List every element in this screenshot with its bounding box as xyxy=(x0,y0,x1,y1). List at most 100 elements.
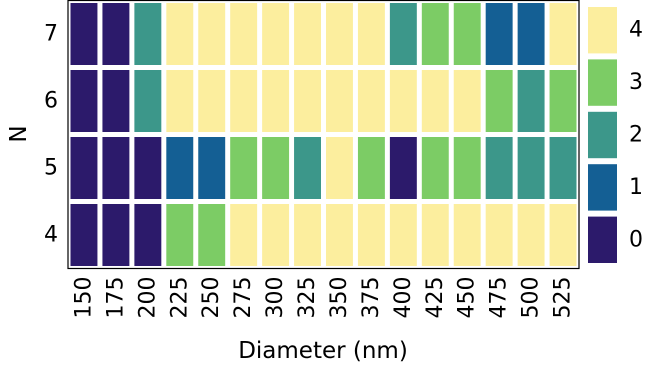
x-tick-label: 425 xyxy=(423,277,448,319)
heatmap-cell xyxy=(389,3,417,65)
heatmap-cell xyxy=(326,70,353,132)
x-tick-label: 200 xyxy=(135,277,160,319)
heatmap-cell xyxy=(549,204,577,266)
heatmap-cell xyxy=(134,137,162,199)
y-axis-label: N xyxy=(6,125,32,142)
heatmap-cell xyxy=(294,3,321,65)
heatmap-cell xyxy=(262,3,290,65)
heatmap-cell xyxy=(262,204,290,266)
heatmap-cell xyxy=(549,137,577,199)
heatmap-cell xyxy=(166,70,194,132)
heatmap-cell xyxy=(198,3,226,65)
x-tick-label: 300 xyxy=(263,277,288,319)
heatmap-cell xyxy=(357,204,385,266)
x-tick-label: 150 xyxy=(71,277,96,319)
colorbar-swatch xyxy=(588,164,617,211)
x-tick-label: 175 xyxy=(103,277,128,319)
colorbar-swatch xyxy=(588,216,617,263)
colorbar-swatch xyxy=(588,111,617,159)
heatmap-cell xyxy=(230,70,258,132)
plot-frame xyxy=(67,0,580,270)
colorbar-label: 2 xyxy=(629,123,643,148)
heatmap-cell xyxy=(485,70,513,132)
heatmap-cell xyxy=(357,70,385,132)
heatmap-cell xyxy=(166,137,194,199)
heatmap-cell xyxy=(166,204,194,266)
x-tick-label: 225 xyxy=(167,277,192,319)
x-tick-label: 325 xyxy=(295,277,320,319)
x-tick-label: 400 xyxy=(391,277,416,319)
x-tick-label: 500 xyxy=(519,277,544,319)
heatmap-cell xyxy=(230,137,258,199)
x-tick-label: 450 xyxy=(455,277,480,319)
heatmap-cell xyxy=(421,137,449,199)
heatmap-cell xyxy=(517,204,545,266)
colorbar-label: 3 xyxy=(629,70,643,95)
heatmap-cell xyxy=(485,204,513,266)
x-tick-label: 350 xyxy=(327,277,352,319)
colorbar-label: 4 xyxy=(629,18,643,43)
heatmap-cell xyxy=(198,137,226,199)
heatmap-cell xyxy=(421,3,449,65)
heatmap-cell xyxy=(421,204,449,266)
heatmap-cell xyxy=(102,70,130,132)
colorbar-legend: 0 1 2 3 4 xyxy=(588,7,643,263)
heatmap-cells xyxy=(70,3,577,266)
colorbar-label: 0 xyxy=(629,227,643,252)
y-tick-label: 4 xyxy=(44,223,58,248)
colorbar-label: 1 xyxy=(629,175,643,200)
heatmap-cell xyxy=(294,204,321,266)
heatmap-cell xyxy=(549,70,577,132)
x-axis-label: Diameter (nm) xyxy=(238,338,408,364)
heatmap-cell xyxy=(70,70,98,132)
heatmap-cell xyxy=(230,3,258,65)
heatmap-cell xyxy=(453,137,481,199)
heatmap-cell xyxy=(134,70,162,132)
heatmap-cell xyxy=(326,3,353,65)
heatmap-cell xyxy=(134,3,162,65)
x-tick-label: 475 xyxy=(487,277,512,319)
heatmap-cell xyxy=(357,137,385,199)
heatmap-cell xyxy=(326,204,353,266)
y-tick-label: 6 xyxy=(44,89,58,114)
x-tick-labels: 150 175 200 225 250 275 300 325 350 375 400 425 450 4… xyxy=(71,277,575,319)
y-tick-labels: 4 5 6 7 xyxy=(44,22,58,248)
heatmap-cell xyxy=(102,204,130,266)
y-tick-label: 7 xyxy=(44,22,58,47)
heatmap-cell xyxy=(198,204,226,266)
y-tick-label: 5 xyxy=(44,156,58,181)
heatmap-cell xyxy=(485,137,513,199)
x-tick-label: 250 xyxy=(199,277,224,319)
heatmap-cell xyxy=(294,137,321,199)
heatmap-cell xyxy=(421,70,449,132)
x-tick-label: 275 xyxy=(231,277,256,319)
x-tick-label: 375 xyxy=(359,277,384,319)
heatmap-cell xyxy=(70,137,98,199)
colorbar-swatch xyxy=(588,7,617,54)
heatmap-cell xyxy=(294,70,321,132)
heatmap-cell xyxy=(517,3,545,65)
heatmap-cell xyxy=(517,70,545,132)
heatmap-cell xyxy=(389,204,417,266)
heatmap-cell xyxy=(134,204,162,266)
heatmap-cell xyxy=(262,137,290,199)
heatmap-cell xyxy=(102,137,130,199)
heatmap-cell xyxy=(453,3,481,65)
heatmap-cell xyxy=(389,137,417,199)
x-tick-label: 525 xyxy=(551,277,576,319)
heatmap-cell xyxy=(198,70,226,132)
heatmap-cell xyxy=(166,3,194,65)
heatmap-cell xyxy=(70,204,98,266)
heatmap-cell xyxy=(389,70,417,132)
heatmap-cell xyxy=(453,70,481,132)
heatmap-cell xyxy=(453,204,481,266)
heatmap-cell xyxy=(230,204,258,266)
colorbar-swatch xyxy=(588,59,617,106)
heatmap-cell xyxy=(70,3,98,65)
heatmap-cell xyxy=(549,3,577,65)
heatmap-cell xyxy=(357,3,385,65)
heatmap-cell xyxy=(517,137,545,199)
heatmap-cell xyxy=(326,137,353,199)
heatmap-cell xyxy=(485,3,513,65)
